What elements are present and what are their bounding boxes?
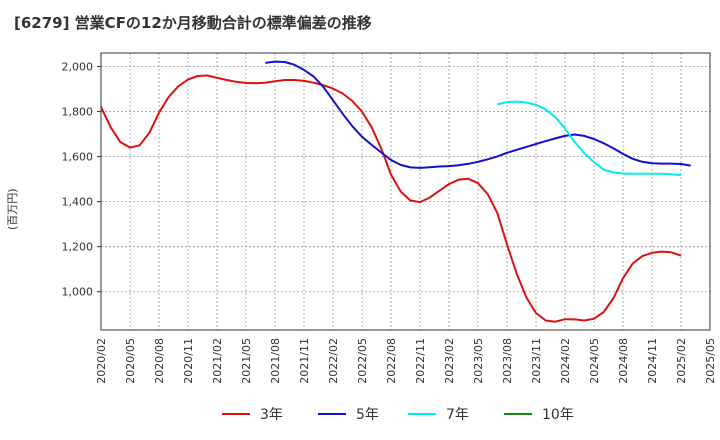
x-tick-label: 2024/05 [588,338,601,384]
x-tick-label: 2022/05 [356,338,369,384]
series-line [100,74,682,323]
legend-label: 3年 [260,407,283,423]
y-tick-label: 1,800 [62,106,94,119]
x-tick-label: 2021/02 [211,338,224,384]
legend-label: 5年 [356,407,379,423]
legend-item: 10年 [504,404,574,424]
x-tick-label: 2025/05 [704,338,717,384]
series-line [265,60,691,169]
x-tick-label: 2023/05 [472,338,485,384]
legend-swatch [504,413,532,415]
x-tick-label: 2023/08 [501,338,514,384]
x-tick-label: 2024/02 [559,338,572,384]
y-tick-label: 1,000 [62,286,94,299]
legend-label: 10年 [542,407,574,423]
x-tick-label: 2021/08 [269,338,282,384]
y-tick-label: 1,600 [62,151,94,164]
legend-item: 5年 [318,404,379,424]
series-line [497,100,682,177]
x-tick-label: 2024/08 [617,338,630,384]
plot-frame [100,52,711,331]
y-tick-label: 1,400 [62,196,94,209]
legend-swatch [408,413,436,415]
x-tick-label: 2020/02 [95,338,108,384]
y-tick-label: 2,000 [62,61,94,74]
plot-area: 2020/02 2020/05 2020/08 2020/11 2021/02 2021/… [62,52,717,384]
legend-swatch [222,413,250,415]
y-tick-label: 1,200 [62,241,94,254]
x-tick-label: 2022/02 [327,338,340,384]
x-tick-label: 2023/11 [530,338,543,384]
legend-item: 3年 [222,404,283,424]
x-tick-label: 2021/05 [240,338,253,384]
x-tick-label: 2020/08 [153,338,166,384]
x-tick-label: 2025/02 [675,338,688,384]
x-tick-label: 2024/11 [646,338,659,384]
x-tick-label: 2022/11 [414,338,427,384]
x-tick-label: 2020/11 [182,338,195,384]
legend-swatch [318,413,346,415]
chart-title: [6279] 営業CFの12か月移動合計の標準偏差の推移 [14,14,372,32]
x-tick-label: 2020/05 [124,338,137,384]
legend-item: 7年 [408,404,469,424]
x-tick-label: 2022/08 [385,338,398,384]
x-tick-label: 2023/02 [443,338,456,384]
x-tick-label: 2021/11 [298,338,311,384]
legend: 3年 5年 7年 10年 [0,404,720,428]
legend-label: 7年 [446,407,469,423]
